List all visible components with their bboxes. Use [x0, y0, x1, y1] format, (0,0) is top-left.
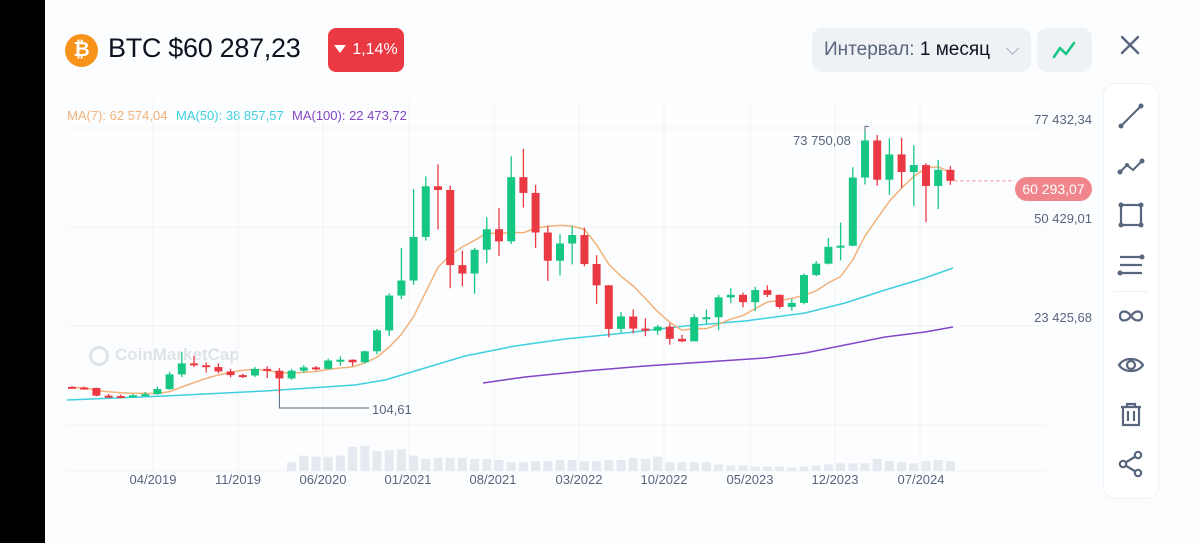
trend-line-icon: [1118, 103, 1144, 129]
change-badge: 1,14%: [328, 28, 404, 72]
infinite-line-tool[interactable]: [1117, 302, 1145, 330]
x-tick-7: 05/2023: [726, 472, 774, 487]
infinity-icon: [1118, 310, 1144, 322]
bitcoin-icon: ₿: [65, 34, 98, 67]
candlestick-chart[interactable]: [45, 0, 1095, 500]
share-icon: [1118, 450, 1143, 478]
visibility-toggle[interactable]: [1117, 351, 1145, 379]
current-price-tag: 60 293,07: [1015, 177, 1092, 201]
high-annotation: 73 750,08: [793, 133, 851, 148]
x-tick-8: 12/2023: [811, 472, 859, 487]
parallel-lines-icon: [1117, 254, 1145, 276]
x-tick-3: 01/2021: [384, 472, 432, 487]
x-tick-1: 11/2019: [214, 472, 262, 487]
x-tick-2: 06/2020: [299, 472, 347, 487]
page-title: BTC $60 287,23: [108, 33, 301, 63]
y-tick-2: 23 425,68: [1034, 310, 1092, 325]
polyline-tool[interactable]: [1117, 152, 1145, 180]
low-annotation: 104,61: [372, 402, 412, 417]
triangle-down-icon: [334, 45, 347, 53]
legend-ma50: MA(50): 38 857,57: [176, 108, 284, 123]
screen: ₿ BTC $60 287,23 1,14% Интервал: 1 месяц: [45, 0, 1200, 543]
x-tick-4: 08/2021: [469, 472, 517, 487]
watermark: CoinMarketCap: [89, 345, 240, 366]
legend-ma100: MA(100): 22 473,72: [292, 108, 407, 123]
interval-value: 1 месяц: [919, 39, 991, 60]
x-tick-9: 07/2024: [897, 472, 945, 487]
x-tick-6: 10/2022: [640, 472, 688, 487]
parallel-channel-tool[interactable]: [1117, 251, 1145, 279]
rectangle-icon: [1118, 202, 1144, 228]
line-chart-icon: [1052, 41, 1076, 59]
change-value: 1,14%: [352, 41, 398, 58]
close-icon: [1120, 35, 1140, 55]
close-button[interactable]: [1115, 30, 1145, 60]
coinmarketcap-logo-icon: [89, 346, 109, 366]
x-tick-0: 04/2019: [129, 472, 177, 487]
delete-drawings[interactable]: [1117, 400, 1145, 428]
y-tick-1: 50 429,01: [1034, 211, 1092, 226]
share-chart[interactable]: [1117, 450, 1145, 478]
interval-label: Интервал:: [824, 39, 915, 60]
rectangle-tool[interactable]: [1117, 201, 1145, 229]
y-tick-0: 77 432,34: [1034, 112, 1092, 127]
header: ₿ BTC $60 287,23 1,14% Интервал: 1 месяц: [45, 0, 1200, 100]
interval-select[interactable]: Интервал: 1 месяц: [812, 28, 1031, 72]
eye-icon: [1117, 357, 1145, 373]
legend-ma7: MA(7): 62 574,04: [67, 108, 168, 123]
toolbar-divider: [1114, 291, 1148, 292]
trash-icon: [1121, 402, 1141, 427]
chart-type-button[interactable]: [1037, 28, 1092, 72]
x-tick-5: 03/2022: [555, 472, 603, 487]
drawing-toolbar: [1103, 83, 1159, 499]
polyline-icon: [1117, 158, 1145, 175]
trend-line-tool[interactable]: [1117, 102, 1145, 130]
